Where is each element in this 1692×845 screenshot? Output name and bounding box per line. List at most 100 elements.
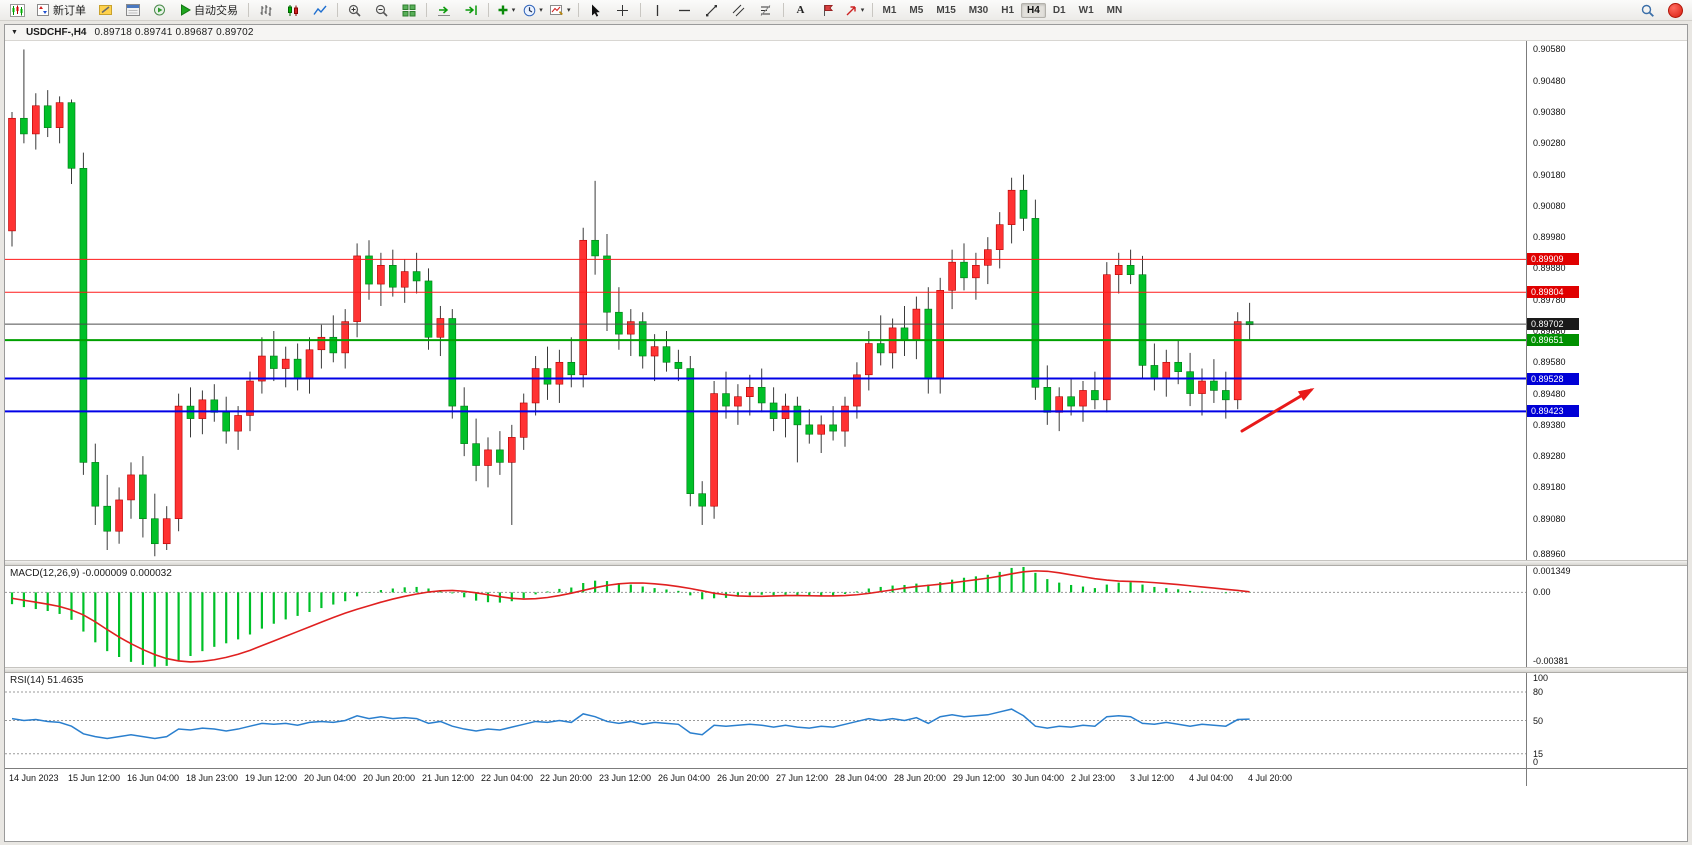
main-plot[interactable] (5, 41, 1526, 560)
channel-icon (732, 4, 745, 17)
new-chart-button[interactable] (4, 1, 30, 20)
timeframe-w1-button[interactable]: W1 (1078, 4, 1094, 16)
timeframe-mn-button[interactable]: MN (1106, 4, 1123, 16)
scale-label: 0.90280 (1533, 138, 1566, 149)
time-label: 20 Jun 04:00 (304, 773, 357, 783)
autotrading-label: 自动交易 (194, 5, 238, 17)
time-label: 22 Jun 20:00 (540, 773, 593, 783)
chart-window: ▼ USDCHF-,H4 0.89718 0.89741 0.89687 0.8… (4, 24, 1688, 842)
price-tag: 0.89804 (1527, 286, 1579, 299)
metaeditor-icon (99, 4, 113, 16)
arrows-dropdown-button[interactable]: ▾ (842, 1, 868, 20)
time-label: 26 Jun 04:00 (658, 773, 711, 783)
periods-dropdown-button[interactable]: ▾ (520, 1, 546, 20)
horizontal-line-icon (678, 4, 691, 17)
toolbar-separator (782, 3, 784, 17)
search-button[interactable] (1635, 1, 1661, 20)
crosshair-tool-button[interactable] (610, 1, 636, 20)
clock-icon (523, 4, 536, 17)
panel-splitter[interactable] (5, 560, 1687, 566)
scale-label: 0.89180 (1533, 482, 1566, 493)
rsi-panel: RSI(14) 51.4635 100 80 50 15 0 (5, 673, 1687, 768)
fibonacci-tool-button[interactable] (753, 1, 779, 20)
channel-tool-button[interactable] (726, 1, 752, 20)
price-tag: 0.89423 (1527, 405, 1579, 418)
time-label: 27 Jun 12:00 (776, 773, 829, 783)
zoom-in-button[interactable] (342, 1, 368, 20)
vertical-line-tool-button[interactable] (645, 1, 671, 20)
scale-label: 0.89480 (1533, 388, 1566, 399)
rsi-scale[interactable]: 100 80 50 15 0 (1526, 673, 1687, 768)
templates-dropdown-button[interactable]: ▾ (547, 1, 574, 20)
crosshair-icon (616, 4, 629, 17)
time-label: 4 Jul 04:00 (1189, 773, 1234, 783)
scale-label: 0.89280 (1533, 451, 1566, 462)
text-icon: A (796, 4, 805, 16)
time-label: 26 Jun 20:00 (717, 773, 770, 783)
zoom-out-button[interactable] (369, 1, 395, 20)
panel-splitter[interactable] (5, 667, 1687, 673)
cursor-tool-button[interactable] (583, 1, 609, 20)
scale-label: 0.89680 (1533, 326, 1566, 336)
tile-windows-button[interactable] (396, 1, 422, 20)
chart-shift-icon (464, 4, 478, 17)
time-label: 21 Jun 12:00 (422, 773, 475, 783)
time-label: 18 Jun 23:00 (186, 773, 239, 783)
scale-label: 0.90180 (1533, 169, 1566, 180)
line-chart-mode-button[interactable] (307, 1, 333, 20)
time-label: 14 Jun 2023 (9, 773, 59, 783)
autotrading-button[interactable]: 自动交易 (174, 1, 244, 20)
timeframe-h4-button[interactable]: H4 (1021, 2, 1046, 18)
timeframe-d1-button[interactable]: D1 (1052, 4, 1066, 16)
terminal-button[interactable] (120, 1, 146, 20)
time-axis-labels: 14 Jun 2023 15 Jun 12:00 16 Jun 04:00 18 Ju… (5, 769, 1526, 786)
chart-shift-button[interactable] (458, 1, 484, 20)
scale-label: 0.90480 (1533, 75, 1566, 86)
price-tag: 0.89528 (1527, 372, 1579, 385)
notifications-button[interactable] (1662, 1, 1688, 20)
auto-scroll-button[interactable] (431, 1, 457, 20)
timeframe-m30-button[interactable]: M30 (968, 4, 989, 16)
scale-label: 0.90580 (1533, 44, 1566, 55)
chart-symbol-period: USDCHF-,H4 (25, 27, 87, 38)
rsi-plot[interactable]: RSI(14) 51.4635 (5, 673, 1526, 768)
candlestick-mode-button[interactable] (280, 1, 306, 20)
timeframe-m15-button[interactable]: M15 (936, 4, 956, 16)
macd-scale[interactable]: 0.001349 0.00 -0.00381 (1526, 566, 1687, 667)
time-label: 15 Jun 12:00 (68, 773, 121, 783)
new-order-button[interactable]: 新订单 (31, 1, 92, 20)
strategy-tester-icon (153, 4, 167, 16)
indicators-dropdown-button[interactable]: ▾ (493, 1, 519, 20)
bar-chart-mode-button[interactable] (253, 1, 279, 20)
rsi-name: RSI(14) (10, 675, 45, 686)
chart-menu-icon[interactable]: ▼ (11, 29, 18, 36)
macd-label: MACD(12,26,9) -0.000009 0.000032 (10, 568, 172, 579)
rsi-label: RSI(14) 51.4635 (10, 675, 83, 686)
line-chart-icon (313, 4, 327, 17)
text-label-tool-button[interactable] (815, 1, 841, 20)
toolbar-separator (337, 3, 338, 17)
price-scale-main[interactable]: 0.90580 0.90480 0.90380 0.90280 0.90180 0.900… (1526, 41, 1687, 560)
arrow-tool-icon (845, 4, 858, 17)
trendline-tool-button[interactable] (699, 1, 725, 20)
scale-label: 100 (1533, 673, 1549, 683)
scale-label: 0.00 (1533, 587, 1551, 598)
timeframe-m5-button[interactable]: M5 (909, 4, 924, 16)
chevron-down-icon: ▾ (511, 6, 516, 14)
scale-label: 0 (1533, 757, 1539, 767)
tile-windows-icon (402, 4, 416, 17)
toolbar-separator (426, 3, 427, 17)
search-icon (1641, 4, 1655, 17)
macd-name: MACD(12,26,9) (10, 568, 80, 579)
chevron-down-icon: ▾ (567, 6, 571, 14)
chart-header: ▼ USDCHF-,H4 0.89718 0.89741 0.89687 0.8… (5, 25, 1687, 41)
metaeditor-button[interactable] (93, 1, 119, 20)
timeframe-m1-button[interactable]: M1 (882, 4, 897, 16)
strategy-tester-button[interactable] (147, 1, 173, 20)
time-axis[interactable]: 14 Jun 2023 15 Jun 12:00 16 Jun 04:00 18 Ju… (5, 768, 1687, 786)
text-tool-button[interactable]: A (788, 1, 814, 20)
macd-plot[interactable]: MACD(12,26,9) -0.000009 0.000032 (5, 566, 1526, 667)
fibonacci-icon (759, 4, 772, 17)
timeframe-h1-button[interactable]: H1 (1001, 4, 1015, 16)
horizontal-line-tool-button[interactable] (672, 1, 698, 20)
